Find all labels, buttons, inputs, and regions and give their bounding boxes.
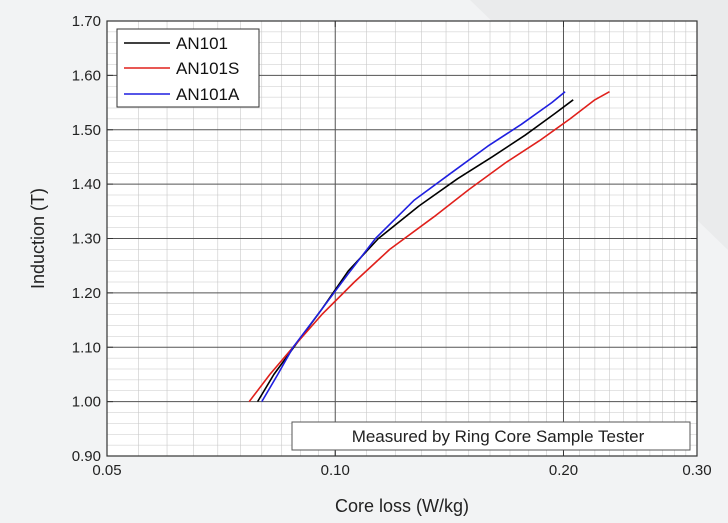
series-line-an101a <box>261 91 566 403</box>
measurement-note-box <box>291 421 691 451</box>
y-tick-label: 1.30 <box>72 231 101 248</box>
legend-label-an101a: AN101A <box>176 85 240 104</box>
legend: AN101 AN101S AN101A <box>116 28 260 108</box>
y-tick-label: 1.60 <box>72 67 101 84</box>
y-tick-label: 0.90 <box>72 448 101 465</box>
y-axis-title: Induction (T) <box>28 188 48 289</box>
legend-label-an101s: AN101S <box>176 59 239 78</box>
y-tick-label: 1.70 <box>72 13 101 30</box>
x-tick-label: 0.10 <box>321 462 350 479</box>
axis-ticks <box>106 20 698 457</box>
measurement-note: Measured by Ring Core Sample Tester <box>291 421 691 451</box>
x-tick-label: 0.30 <box>682 462 711 479</box>
series-lines <box>248 91 610 403</box>
x-tick-labels: 0.05 0.10 0.20 0.30 <box>92 462 711 479</box>
y-tick-label: 1.20 <box>72 285 101 302</box>
legend-label-an101: AN101 <box>176 34 228 53</box>
x-axis-title: Core loss (W/kg) <box>335 496 469 516</box>
y-tick-label: 1.40 <box>72 176 101 193</box>
y-tick-label: 1.00 <box>72 394 101 411</box>
y-tick-label: 1.10 <box>72 339 101 356</box>
y-tick-label: 1.50 <box>72 122 101 139</box>
x-tick-label: 0.20 <box>549 462 578 479</box>
x-tick-label: 0.05 <box>92 462 121 479</box>
measurement-note-text: Measured by Ring Core Sample Tester <box>352 427 645 446</box>
y-tick-labels: 0.90 1.00 1.10 1.20 1.30 1.40 1.50 1.60 1.70 <box>72 13 101 465</box>
